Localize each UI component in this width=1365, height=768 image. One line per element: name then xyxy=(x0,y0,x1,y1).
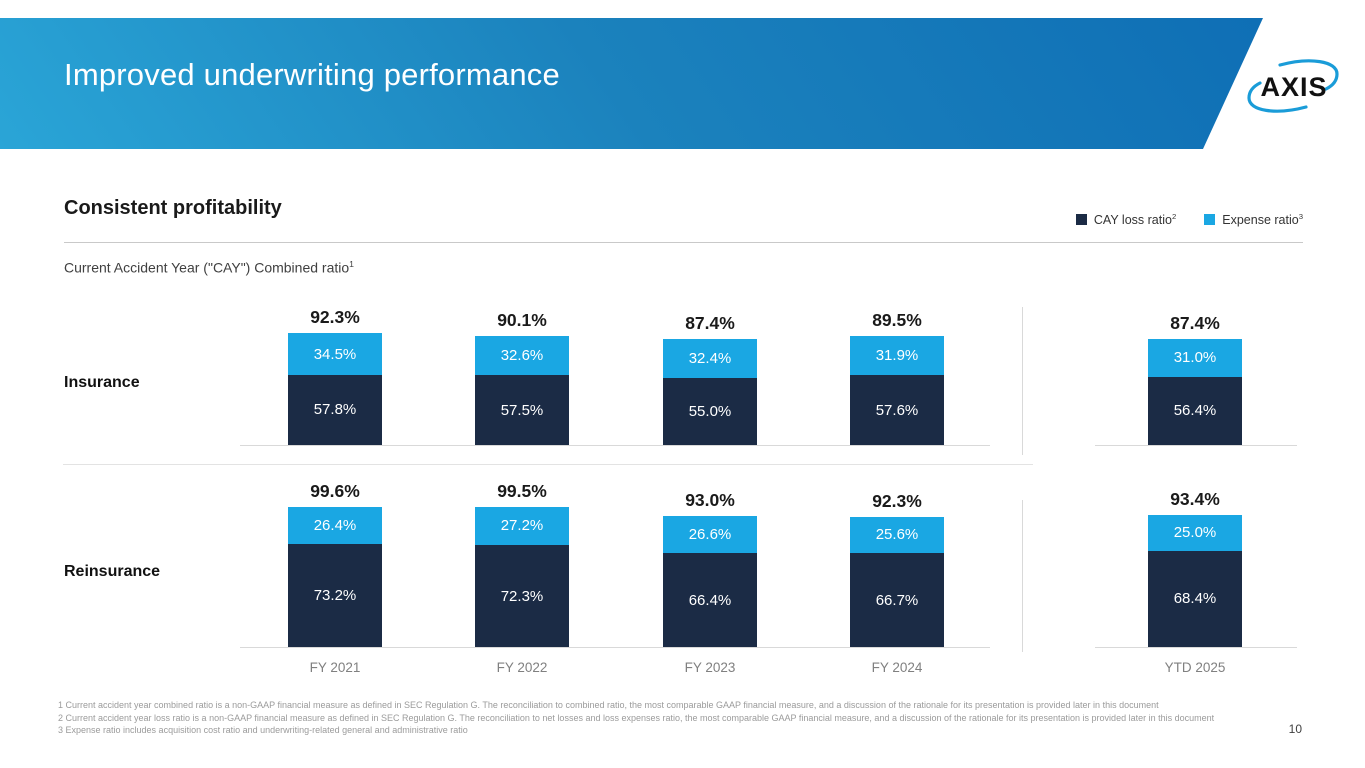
chart-subtitle: Current Accident Year ("CAY") Combined r… xyxy=(64,259,354,276)
bar-segment-expense: 34.5% xyxy=(288,333,382,375)
logo-swoosh-bottom xyxy=(1247,81,1308,113)
x-axis-label: FY 2024 xyxy=(871,660,923,675)
bar-total-label: 87.4% xyxy=(1170,313,1220,334)
bar-segment-loss: 56.4% xyxy=(1148,376,1242,445)
bar-column-insurance-fy-2022: 90.1% 32.6% 57.5% xyxy=(475,310,569,445)
baseline-insurance-main xyxy=(240,445,990,446)
logo-text: AXIS xyxy=(1260,72,1327,102)
x-axis-label: FY 2022 xyxy=(496,660,548,675)
row-label-reinsurance: Reinsurance xyxy=(64,563,161,580)
bar-segment-loss: 57.6% xyxy=(850,375,944,445)
chart-legend: CAY loss ratio2 Expense ratio3 xyxy=(1075,212,1303,228)
expense-ratio-swatch-icon xyxy=(1204,214,1216,226)
bar-column-reinsurance-fy-2022: 99.5% 27.2% 72.3% xyxy=(475,481,569,647)
bar-segment-loss: 73.2% xyxy=(288,543,382,647)
x-axis-label: FY 2023 xyxy=(684,660,736,675)
segment-row-divider xyxy=(63,464,1033,465)
x-axis-label: FY 2021 xyxy=(309,660,361,675)
bar-segment-expense: 31.9% xyxy=(850,336,944,376)
bar-segment-expense: 27.2% xyxy=(475,506,569,546)
bar-column-reinsurance-ytd-2025: 93.4% 25.0% 68.4% xyxy=(1148,489,1242,647)
bar-total-label: 92.3% xyxy=(310,307,360,328)
footnotes: 1 Current accident year combined ratio i… xyxy=(58,699,1303,737)
bar-segment-expense: 26.4% xyxy=(288,506,382,544)
bar-segment-expense: 32.6% xyxy=(475,335,569,376)
footnote: 2 Current accident year loss ratio is a … xyxy=(58,712,1215,723)
bar-segment-loss: 66.7% xyxy=(850,553,944,647)
bar-column-insurance-fy-2024: 89.5% 31.9% 57.6% xyxy=(850,310,944,445)
bar-column-reinsurance-fy-2021: 99.6% 26.4% 73.2% xyxy=(288,481,382,647)
x-axis-label: YTD 2025 xyxy=(1164,660,1226,675)
legend-label: Expense ratio3 xyxy=(1222,212,1303,228)
bar-total-label: 93.4% xyxy=(1170,489,1220,510)
bar-total-label: 92.3% xyxy=(872,490,922,511)
bar-column-reinsurance-fy-2024: 92.3% 25.6% 66.7% xyxy=(850,491,944,647)
bar-segment-loss: 68.4% xyxy=(1148,550,1242,647)
baseline-reinsurance-ytd xyxy=(1095,647,1297,648)
bar-total-label: 99.5% xyxy=(497,480,547,501)
section-heading: Consistent profitability xyxy=(64,197,282,219)
bar-segment-loss: 72.3% xyxy=(475,545,569,647)
bar-total-label: 89.5% xyxy=(872,310,922,331)
ytd-separator-insurance xyxy=(1022,307,1023,455)
footnote: 3 Expense ratio includes acquisition cos… xyxy=(58,725,468,735)
bar-segment-expense: 25.6% xyxy=(850,516,944,553)
ytd-separator-reinsurance xyxy=(1022,500,1023,652)
bar-segment-loss: 57.8% xyxy=(288,374,382,445)
bar-segment-expense: 25.0% xyxy=(1148,515,1242,551)
bar-segment-expense: 32.4% xyxy=(663,339,757,379)
row-label-insurance: Insurance xyxy=(64,374,140,391)
footnote: 1 Current accident year combined ratio i… xyxy=(58,700,1159,710)
legend-item-expense: Expense ratio3 xyxy=(1204,212,1303,227)
legend-label: CAY loss ratio2 xyxy=(1093,212,1177,228)
bar-column-insurance-ytd-2025: 87.4% 31.0% 56.4% xyxy=(1148,313,1242,445)
header-banner xyxy=(0,18,1263,149)
baseline-reinsurance-main xyxy=(240,647,990,648)
page-number: 10 xyxy=(1288,722,1302,736)
slide-title: Improved underwriting performance xyxy=(64,57,560,92)
legend-item-loss: CAY loss ratio2 xyxy=(1075,212,1177,228)
heading-divider xyxy=(64,242,1303,243)
bar-total-label: 87.4% xyxy=(685,313,735,334)
axis-logo: AXIS xyxy=(1247,59,1339,113)
bar-segment-loss: 66.4% xyxy=(663,553,757,647)
bar-segment-expense: 26.6% xyxy=(663,515,757,554)
baseline-insurance-ytd xyxy=(1095,445,1297,446)
bar-total-label: 99.6% xyxy=(310,480,360,501)
bar-column-reinsurance-fy-2023: 93.0% 26.6% 66.4% xyxy=(663,490,757,647)
bar-segment-loss: 57.5% xyxy=(475,375,569,445)
bar-column-insurance-fy-2021: 92.3% 34.5% 57.8% xyxy=(288,307,382,445)
bar-segment-expense: 31.0% xyxy=(1148,339,1242,377)
bar-total-label: 90.1% xyxy=(497,309,547,330)
loss-ratio-swatch-icon xyxy=(1075,214,1087,226)
bar-segment-loss: 55.0% xyxy=(663,378,757,445)
bar-total-label: 93.0% xyxy=(685,489,735,510)
bar-column-insurance-fy-2023: 87.4% 32.4% 55.0% xyxy=(663,313,757,445)
logo-swoosh-top xyxy=(1278,59,1339,91)
